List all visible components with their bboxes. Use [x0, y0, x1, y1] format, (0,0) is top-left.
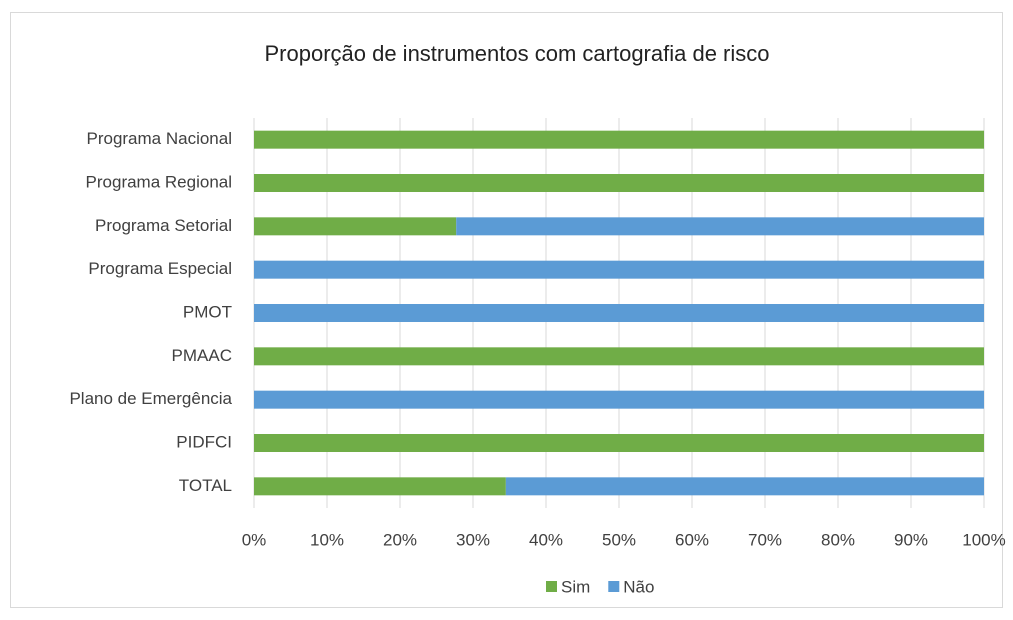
x-tick-label: 60% [675, 530, 709, 549]
y-tick-label: Programa Setorial [95, 216, 232, 235]
x-tick-label: 10% [310, 530, 344, 549]
x-tick-label: 20% [383, 530, 417, 549]
x-tick-label: 0% [242, 530, 267, 549]
bar-segment [254, 260, 984, 279]
bar-segment [456, 217, 985, 236]
legend-swatch [546, 581, 557, 592]
y-tick-label: TOTAL [179, 476, 232, 495]
chart-title: Proporção de instrumentos com cartografi… [264, 41, 769, 66]
bar-segment [254, 434, 984, 452]
y-tick-label: PIDFCI [176, 432, 232, 451]
x-tick-label: 40% [529, 530, 563, 549]
bar-segment [254, 174, 984, 192]
bar-segment [254, 217, 457, 236]
bar-segment [505, 477, 984, 496]
bar-segment [254, 347, 984, 366]
x-tick-label: 80% [821, 530, 855, 549]
bar-segment [254, 477, 506, 496]
legend-label: Não [623, 577, 654, 596]
y-tick-label: PMAAC [172, 346, 232, 365]
legend-swatch [608, 581, 620, 592]
y-tick-label: Plano de Emergência [69, 389, 232, 408]
x-tick-label: 100% [962, 530, 1005, 549]
x-tick-label: 50% [602, 530, 636, 549]
bar-segment [254, 304, 984, 322]
y-tick-label: Programa Nacional [86, 129, 232, 148]
y-tick-label: PMOT [183, 302, 232, 321]
y-tick-label: Programa Especial [88, 259, 232, 278]
x-tick-label: 30% [456, 530, 490, 549]
bar-segment [254, 130, 984, 149]
x-tick-label: 90% [894, 530, 928, 549]
bar-segment [254, 390, 984, 409]
y-tick-label: Programa Regional [86, 172, 232, 191]
legend-label: Sim [561, 577, 590, 596]
x-tick-label: 70% [748, 530, 782, 549]
